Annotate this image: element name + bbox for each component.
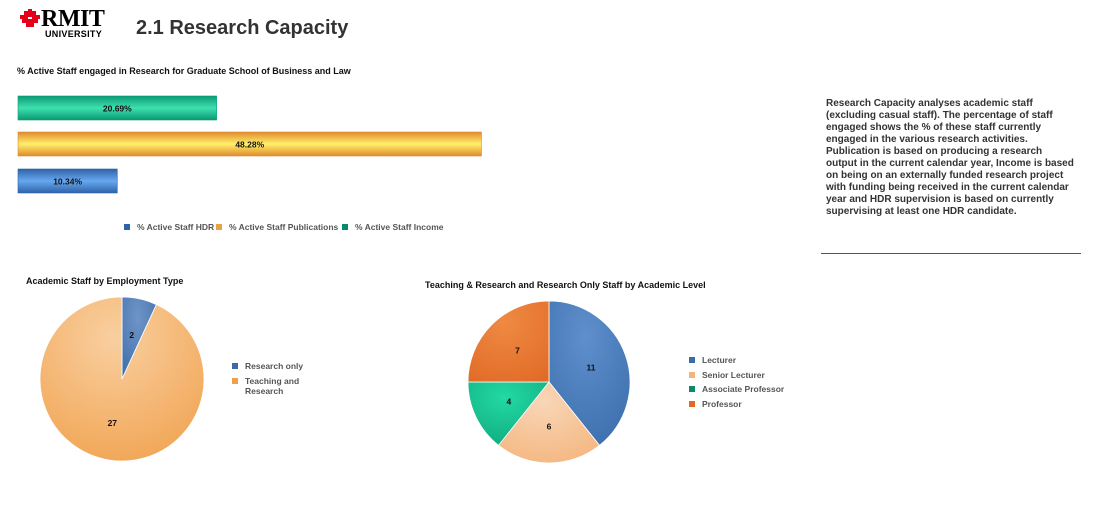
pie-slice-senior-lecturer [497,381,601,464]
rmit-logo: RMIT UNIVERSITY [18,6,110,40]
page-title: 2.1 Research Capacity [136,17,349,39]
research-capacity-description: Research Capacity analyses academic staf… [826,98,1074,217]
bar-chart: 20.69% 48.28% 10.34% [17,95,482,194]
legend-label: % Active Staff Publications [229,222,339,232]
legend-label: Teaching and Research [245,376,300,396]
legend-label: % Active Staff HDR [137,222,215,232]
pie-label-teaching-and-research: 27 [108,418,118,428]
pie-label-professor: 7 [515,345,520,355]
bar-label-active-staff-publications: 48.28% [235,140,264,150]
legend-swatch [689,400,695,407]
bar-label-active-staff-hdr: 10.34% [53,177,82,187]
bar-active-staff-hdr [17,168,118,194]
pie-label-associate-professor: 4 [506,396,511,406]
legend-label: Professor [702,398,742,409]
divider [821,253,1081,254]
logo-wordmark: RMIT [41,6,105,32]
pie-label-research-only: 2 [129,330,134,340]
pie-slice-associate-professor [467,381,550,446]
employment-type-pie: 2 27 [39,296,205,462]
legend-swatch [689,357,695,363]
legend-label: % Active Staff Income [355,222,444,232]
legend-swatch [689,386,695,392]
legend-label: Senior Lecturer [702,369,765,380]
pie-slice-lecturer [548,300,631,446]
legend-swatch [124,224,130,230]
bar-active-staff-publications [17,131,482,157]
legend-label: Research only [245,361,304,371]
bar-label-active-staff-income: 20.69% [103,104,132,114]
pie-slice-teaching-and-research [39,296,205,462]
legend-swatch [216,224,222,230]
legend-swatch [342,224,348,230]
rmit-pixel-icon [20,9,40,27]
academic-level-pie: 11 6 4 7 [467,300,631,464]
employment-type-pie-title: Academic Staff by Employment Type [26,276,184,286]
legend-swatch [232,363,238,369]
legend-swatch [232,378,238,384]
pie-slice-professor [467,300,550,383]
academic-level-pie-title: Teaching & Research and Research Only St… [425,280,706,290]
pie-label-senior-lecturer: 6 [547,422,552,432]
bar-active-staff-income [17,95,217,121]
legend-label: Associate Professor [702,384,785,394]
pie-label-lecturer: 11 [587,362,596,372]
legend-swatch [689,371,695,378]
logo-subtext: UNIVERSITY [45,29,103,39]
legend-label: Lecturer [702,355,737,365]
bar-chart-title: % Active Staff engaged in Research for G… [17,66,351,76]
